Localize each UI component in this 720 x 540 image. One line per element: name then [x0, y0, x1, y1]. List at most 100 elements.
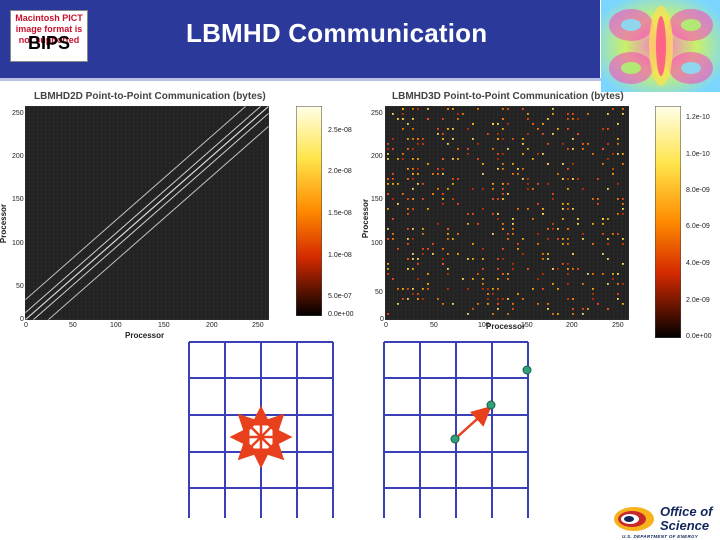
communication-dot: [527, 208, 529, 210]
communication-dot: [392, 113, 394, 115]
communication-dot: [392, 238, 394, 240]
communication-dot: [607, 218, 609, 220]
communication-dot: [617, 298, 619, 300]
communication-dot: [617, 143, 619, 145]
communication-dot: [497, 168, 499, 170]
communication-dot: [472, 243, 474, 245]
communication-dot: [432, 243, 434, 245]
communication-dot: [387, 148, 389, 150]
communication-dot: [417, 278, 419, 280]
y-tick: 100: [371, 240, 383, 247]
doe-subtitle: U.S. DEPARTMENT OF ENERGY: [622, 534, 699, 539]
communication-dot: [447, 188, 449, 190]
communication-dot: [622, 208, 624, 210]
communication-dot: [427, 118, 429, 120]
communication-dot: [607, 143, 609, 145]
communication-dot: [577, 223, 579, 225]
communication-dot: [572, 298, 574, 300]
communication-dot: [402, 128, 404, 130]
communication-dot: [617, 123, 619, 125]
communication-dot: [442, 173, 444, 175]
communication-dot: [412, 198, 414, 200]
communication-dot: [617, 198, 619, 200]
communication-dot: [572, 208, 574, 210]
communication-dot: [562, 203, 564, 205]
communication-dot: [542, 153, 544, 155]
communication-dot: [517, 248, 519, 250]
communication-dot: [502, 138, 504, 140]
communication-dot: [512, 263, 514, 265]
communication-dot: [502, 193, 504, 195]
communication-dot: [427, 163, 429, 165]
communication-dot: [387, 153, 389, 155]
communication-dot: [507, 123, 509, 125]
communication-dot: [387, 193, 389, 195]
communication-dot: [567, 283, 569, 285]
communication-dot: [417, 173, 419, 175]
communication-dot: [422, 233, 424, 235]
communication-dot: [442, 118, 444, 120]
communication-dot: [392, 218, 394, 220]
communication-dot: [567, 298, 569, 300]
communication-dot: [452, 238, 454, 240]
x-tick: 100: [478, 322, 490, 329]
communication-dot: [452, 158, 454, 160]
communication-dot: [407, 288, 409, 290]
communication-dot: [522, 168, 524, 170]
communication-dot: [457, 233, 459, 235]
communication-dot: [622, 108, 624, 110]
communication-dot: [487, 298, 489, 300]
communication-dot: [512, 218, 514, 220]
communication-dot: [392, 198, 394, 200]
communication-dot: [522, 178, 524, 180]
communication-dot: [527, 113, 529, 115]
communication-dot: [512, 303, 514, 305]
communication-dot: [502, 198, 504, 200]
communication-dot: [582, 148, 584, 150]
panel-2d-heatmap: [25, 106, 269, 320]
communication-dot: [557, 228, 559, 230]
communication-dot: [497, 288, 499, 290]
communication-dot: [497, 258, 499, 260]
communication-dot: [432, 173, 434, 175]
communication-dot: [567, 118, 569, 120]
panel-2d-ylabel: Processor: [0, 203, 9, 244]
communication-dot: [457, 253, 459, 255]
communication-dot: [527, 133, 529, 135]
communication-dot: [417, 158, 419, 160]
communication-dot: [582, 143, 584, 145]
communication-dot: [552, 193, 554, 195]
y-tick: 150: [12, 196, 24, 203]
communication-dot: [622, 303, 624, 305]
communication-dot: [587, 308, 589, 310]
communication-dot: [557, 173, 559, 175]
communication-dot: [492, 313, 494, 315]
communication-dot: [427, 108, 429, 110]
bips-logo: Macintosh PICT image format is not suppo…: [10, 10, 88, 62]
communication-dot: [427, 288, 429, 290]
communication-dot: [582, 308, 584, 310]
communication-dot: [417, 263, 419, 265]
communication-dot: [497, 298, 499, 300]
communication-dot: [517, 168, 519, 170]
communication-dot: [577, 118, 579, 120]
communication-dot: [612, 273, 614, 275]
communication-dot: [402, 153, 404, 155]
communication-dot: [527, 148, 529, 150]
communication-dot: [472, 308, 474, 310]
communication-dot: [442, 248, 444, 250]
communication-dot: [502, 228, 504, 230]
communication-dot: [412, 158, 414, 160]
x-tick: 50: [69, 322, 77, 329]
communication-dot: [512, 228, 514, 230]
communication-dot: [562, 263, 564, 265]
communication-dot: [562, 178, 564, 180]
simulation-thumbnail-image: [601, 0, 720, 92]
x-tick: 150: [158, 322, 170, 329]
communication-dot: [467, 213, 469, 215]
communication-dot: [412, 268, 414, 270]
communication-dot: [462, 113, 464, 115]
communication-dot: [422, 138, 424, 140]
communication-dot: [622, 163, 624, 165]
communication-dot: [542, 123, 544, 125]
